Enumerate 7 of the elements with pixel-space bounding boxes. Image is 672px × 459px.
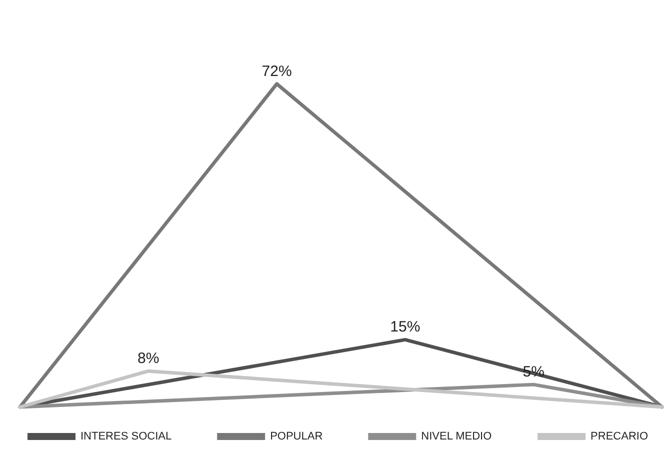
- legend-label: POPULAR: [270, 430, 323, 442]
- legend-label: INTERES SOCIAL: [80, 430, 172, 442]
- legend-label: NIVEL MEDIO: [421, 430, 492, 442]
- data-label: 8%: [138, 350, 160, 368]
- data-label: 72%: [262, 62, 292, 80]
- legend-label: PRECARIO: [590, 430, 648, 442]
- data-label: 15%: [390, 318, 420, 336]
